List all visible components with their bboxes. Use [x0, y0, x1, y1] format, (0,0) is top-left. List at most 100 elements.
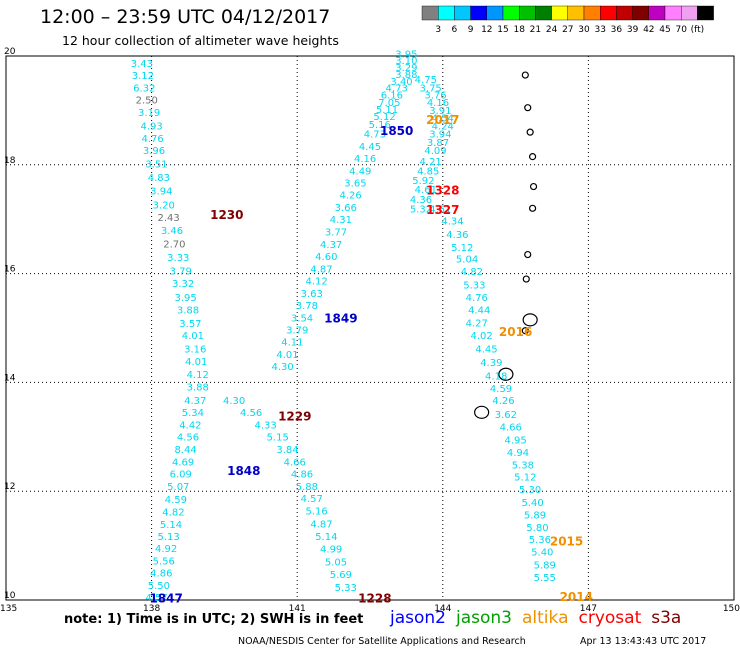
wave-height-value: 4.57 [301, 494, 323, 505]
scale-swatch-10 [583, 5, 601, 21]
wave-height-value: 4.39 [480, 358, 502, 369]
altimeter-tracks: 3.433.126.322.503.194.934.763.963.514.83… [131, 50, 556, 604]
wave-height-value: 5.34 [182, 408, 204, 419]
wave-height-value: 3.79 [170, 267, 192, 278]
wave-height-value: 3.77 [325, 228, 347, 239]
wave-height-value: 5.04 [456, 255, 478, 266]
wave-height-value: 4.82 [461, 267, 483, 278]
wave-height-value: 3.84 [276, 445, 298, 456]
wave-height-value: 4.87 [310, 265, 332, 276]
islands [474, 71, 538, 419]
wave-height-value: 4.56 [240, 408, 262, 419]
mission-legend: jason2 jason3 altika cryosat s3a [390, 608, 691, 628]
wave-height-value: 4.37 [320, 240, 342, 251]
credit-timestamp: Apr 13 13:43:43 UTC 2017 [580, 636, 707, 647]
pass-time-label: 2015 [550, 535, 583, 549]
wave-height-value: 4.01 [182, 331, 204, 342]
color-scale-legend: 3 6 9 12 15 18 21 24 27 30 33 36 39 42 45 70 (ft) [421, 5, 714, 35]
island-7 [524, 250, 532, 259]
wave-height-value: 3.65 [344, 179, 366, 190]
island-2 [524, 104, 532, 112]
scale-label: 9 [468, 25, 474, 35]
scale-swatch-9 [567, 5, 585, 21]
wave-height-value: 5.50 [148, 581, 170, 592]
island-8 [522, 275, 530, 283]
pass-time-label: 2014 [560, 590, 593, 604]
island-9 [522, 313, 538, 327]
scale-label: 12 [481, 25, 492, 35]
wave-height-value: 3.20 [153, 200, 175, 211]
scale-label: 45 [659, 25, 670, 35]
scale-label: 21 [530, 25, 541, 35]
wave-height-value: 3.19 [138, 108, 160, 119]
wave-height-value: 4.73 [386, 83, 408, 94]
scale-swatch-0 [421, 5, 439, 21]
x-tick-label: 135 [0, 604, 17, 614]
wave-height-value: 3.78 [296, 301, 318, 312]
wave-height-value: 4.86 [291, 470, 313, 481]
scale-swatch-8 [551, 5, 568, 21]
scale-swatch-16 [681, 5, 698, 21]
wave-height-value: 4.69 [172, 458, 194, 469]
wave-height-value: 3.33 [167, 253, 189, 264]
wave-height-value: 3.51 [145, 160, 167, 171]
wave-height-value: 4.92 [155, 544, 177, 555]
wave-height-value: 4.66 [284, 458, 306, 469]
wave-height-value: 3.88 [187, 383, 209, 394]
island-12 [474, 405, 490, 419]
x-tick-label: 138 [143, 604, 160, 614]
island-10 [521, 327, 529, 335]
scale-label: 42 [643, 25, 654, 35]
wave-height-value: 2.43 [157, 213, 179, 224]
scale-label: 15 [497, 25, 508, 35]
wave-height-value: 3.10 [395, 56, 417, 67]
wave-height-value: 3.88 [395, 70, 417, 81]
island-5 [529, 182, 538, 191]
wave-height-value: 4.12 [187, 370, 209, 381]
scale-swatch-2 [454, 5, 471, 21]
wave-height-value: 4.30 [223, 396, 245, 407]
scale-label: 33 [594, 25, 605, 35]
pass-time-label: 1847 [149, 592, 182, 606]
wave-height-value: 4.57 [145, 593, 167, 604]
pass-time-label: 1850 [380, 124, 413, 138]
wave-height-value: 4.02 [470, 331, 492, 342]
wave-height-value: 3.87 [427, 138, 449, 149]
scale-label: 3 [435, 25, 441, 35]
wave-height-value: 3.94 [429, 130, 451, 141]
wave-height-value: 3.75 [420, 83, 442, 94]
x-tick-label: 141 [289, 604, 306, 614]
wave-height-value: 5.33 [463, 280, 485, 291]
wave-height-value: 4.95 [504, 435, 526, 446]
y-tick-label: 10 [4, 591, 16, 601]
wave-height-value: 5.16 [305, 507, 327, 518]
scale-label: 39 [627, 25, 639, 35]
wave-height-value: 4.54 [432, 113, 454, 124]
pass-time-label: 1228 [358, 592, 391, 606]
wave-height-value: 4.16 [354, 154, 376, 165]
wave-height-value: 4.73 [364, 130, 386, 141]
wave-height-value: 4.45 [359, 142, 381, 153]
mission-altika: altika [522, 608, 569, 628]
island-3 [526, 128, 534, 136]
pass-time-label: 1848 [227, 464, 260, 478]
wave-height-value: 3.66 [335, 203, 357, 214]
wave-height-value: 4.30 [272, 362, 294, 373]
wave-height-value: 5.88 [296, 482, 318, 493]
wave-height-value: 5.05 [325, 558, 347, 569]
pass-time-label: 1328 [426, 184, 459, 198]
wave-height-value: 4.56 [177, 433, 199, 444]
y-tick-label: 16 [4, 265, 16, 275]
wave-height-value: 3.95 [174, 293, 196, 304]
wave-height-value: 4.21 [420, 157, 442, 168]
wave-height-value: 4.87 [310, 520, 332, 531]
scale-label: 24 [546, 25, 558, 35]
scale-swatch-13 [632, 5, 649, 21]
wave-height-value: 5.14 [160, 520, 182, 531]
wave-height-value: 4.36 [446, 230, 468, 241]
wave-height-value: 4.49 [349, 167, 371, 178]
wave-height-value: 5.11 [376, 105, 398, 116]
wave-height-value: 4.26 [492, 396, 514, 407]
wave-height-value: 3.29 [395, 63, 417, 74]
wave-height-value: 4.99 [320, 545, 342, 556]
